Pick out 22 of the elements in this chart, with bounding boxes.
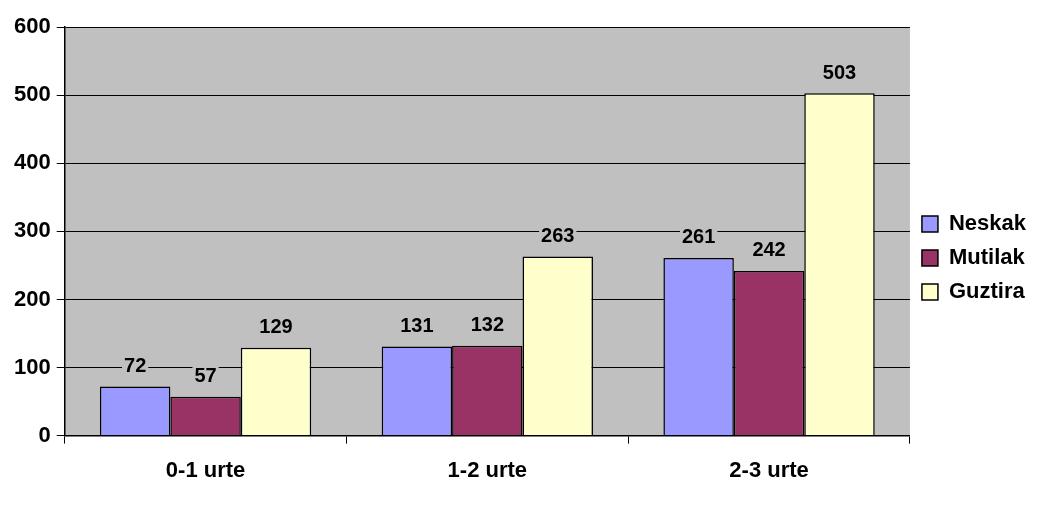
x-tick-label: 1-2 urte xyxy=(447,456,528,482)
x-tick-label: 0-1 urte xyxy=(165,456,246,482)
x-tick-label: 2-3 urte xyxy=(729,456,809,482)
data-label: 57 xyxy=(194,364,217,387)
data-label: 263 xyxy=(541,224,575,247)
y-tick-label: 200 xyxy=(13,285,51,311)
data-label: 242 xyxy=(752,238,786,261)
data-label: 131 xyxy=(400,313,434,336)
y-tick-label: 600 xyxy=(13,13,51,39)
y-tick-label: 0 xyxy=(38,421,51,447)
y-tick-label: 100 xyxy=(13,353,51,379)
data-label: 72 xyxy=(124,354,147,377)
data-label: 503 xyxy=(822,60,857,83)
legend-label: Mutilak xyxy=(948,244,1026,270)
data-label: 261 xyxy=(681,225,716,248)
legend-label: Neskak xyxy=(948,210,1027,236)
y-tick-label: 500 xyxy=(13,81,51,107)
legend-label: Guztira xyxy=(948,278,1026,304)
y-tick-label: 300 xyxy=(13,217,51,243)
data-label: 132 xyxy=(470,313,505,336)
data-label: 129 xyxy=(259,315,293,338)
y-tick-label: 400 xyxy=(13,149,51,175)
